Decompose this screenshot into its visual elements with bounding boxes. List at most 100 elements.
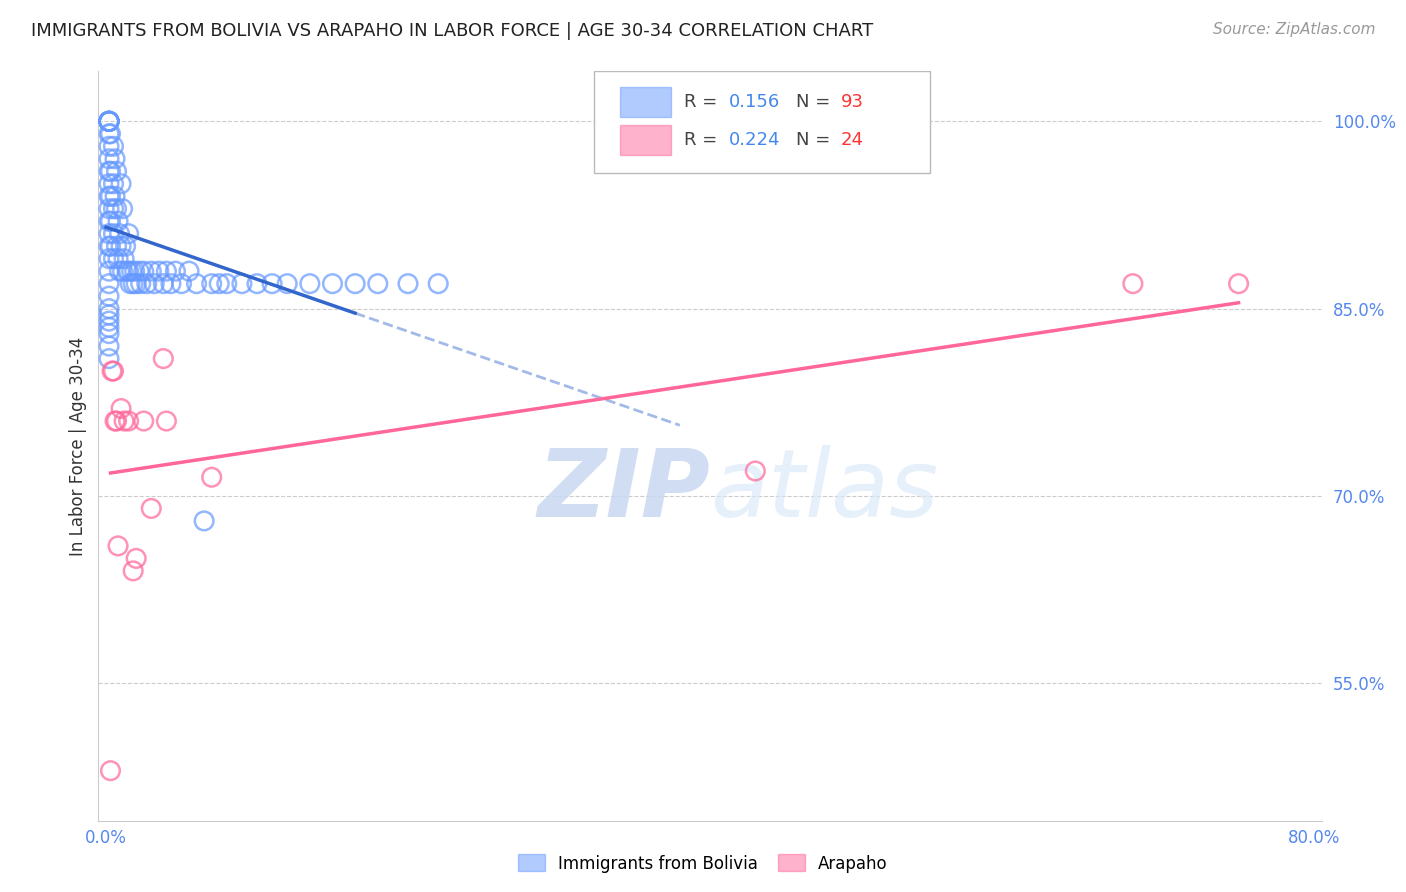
Point: [427, 277, 450, 291]
Point: [165, 264, 187, 278]
Point: [155, 264, 177, 278]
Point: [98, 252, 121, 266]
FancyBboxPatch shape: [593, 71, 931, 172]
Point: [98, 202, 121, 216]
Point: [120, 277, 142, 291]
Point: [98, 114, 121, 128]
Point: [105, 164, 128, 178]
Point: [98, 189, 121, 203]
Point: [128, 264, 150, 278]
Point: [744, 464, 766, 478]
Point: [105, 202, 128, 216]
Point: [98, 264, 121, 278]
Point: [103, 227, 125, 241]
Point: [100, 127, 122, 141]
Point: [98, 114, 121, 128]
Point: [132, 414, 155, 428]
Text: R =: R =: [685, 93, 717, 112]
Point: [98, 114, 121, 128]
Point: [105, 239, 128, 253]
Point: [112, 252, 135, 266]
Text: atlas: atlas: [710, 445, 938, 536]
Text: ZIP: ZIP: [537, 445, 710, 537]
Point: [201, 470, 224, 484]
Point: [186, 277, 208, 291]
Point: [141, 501, 163, 516]
Point: [201, 277, 224, 291]
Point: [101, 364, 124, 378]
Point: [122, 564, 145, 578]
Text: N =: N =: [796, 130, 830, 149]
Point: [396, 277, 419, 291]
Point: [125, 551, 148, 566]
Point: [129, 277, 152, 291]
Point: [110, 239, 132, 253]
Point: [215, 277, 238, 291]
Point: [1122, 277, 1144, 291]
Point: [298, 277, 321, 291]
Point: [100, 239, 122, 253]
Point: [103, 252, 125, 266]
Point: [103, 364, 125, 378]
Point: [148, 264, 170, 278]
Point: [98, 289, 121, 303]
Point: [98, 114, 121, 128]
Point: [344, 277, 367, 291]
Point: [98, 114, 121, 128]
Point: [110, 401, 132, 416]
Point: [135, 277, 157, 291]
Point: [110, 177, 132, 191]
Point: [1227, 277, 1250, 291]
Point: [103, 177, 125, 191]
Y-axis label: In Labor Force | Age 30-34: In Labor Force | Age 30-34: [69, 336, 87, 556]
Point: [122, 277, 145, 291]
Point: [98, 114, 121, 128]
Point: [98, 152, 121, 166]
Text: 93: 93: [841, 93, 863, 112]
Point: [177, 264, 200, 278]
Point: [100, 189, 122, 203]
Point: [117, 227, 139, 241]
Point: [117, 264, 139, 278]
Point: [98, 164, 121, 178]
Point: [117, 414, 139, 428]
Point: [231, 277, 253, 291]
Point: [121, 264, 143, 278]
Point: [104, 414, 127, 428]
Point: [125, 277, 148, 291]
Point: [115, 264, 138, 278]
Point: [108, 264, 131, 278]
Point: [98, 114, 121, 128]
Text: N =: N =: [796, 93, 830, 112]
Point: [160, 277, 183, 291]
Point: [98, 139, 121, 153]
Point: [98, 277, 121, 291]
Point: [98, 114, 121, 128]
Text: IMMIGRANTS FROM BOLIVIA VS ARAPAHO IN LABOR FORCE | AGE 30-34 CORRELATION CHART: IMMIGRANTS FROM BOLIVIA VS ARAPAHO IN LA…: [31, 22, 873, 40]
Point: [103, 139, 125, 153]
Point: [105, 414, 128, 428]
Point: [98, 114, 121, 128]
Text: Source: ZipAtlas.com: Source: ZipAtlas.com: [1212, 22, 1375, 37]
Point: [98, 301, 121, 316]
Point: [107, 539, 129, 553]
Point: [124, 264, 146, 278]
Point: [98, 326, 121, 341]
Point: [104, 152, 127, 166]
Point: [103, 202, 125, 216]
Point: [98, 177, 121, 191]
Point: [98, 239, 121, 253]
Point: [98, 314, 121, 328]
Text: 24: 24: [841, 130, 863, 149]
Point: [112, 414, 135, 428]
Point: [111, 264, 134, 278]
Point: [107, 214, 129, 228]
Point: [108, 227, 131, 241]
Point: [98, 227, 121, 241]
Point: [107, 252, 129, 266]
Legend: Immigrants from Bolivia, Arapaho: Immigrants from Bolivia, Arapaho: [512, 847, 894, 880]
Point: [141, 264, 163, 278]
Point: [262, 277, 284, 291]
Point: [98, 351, 121, 366]
Point: [100, 214, 122, 228]
